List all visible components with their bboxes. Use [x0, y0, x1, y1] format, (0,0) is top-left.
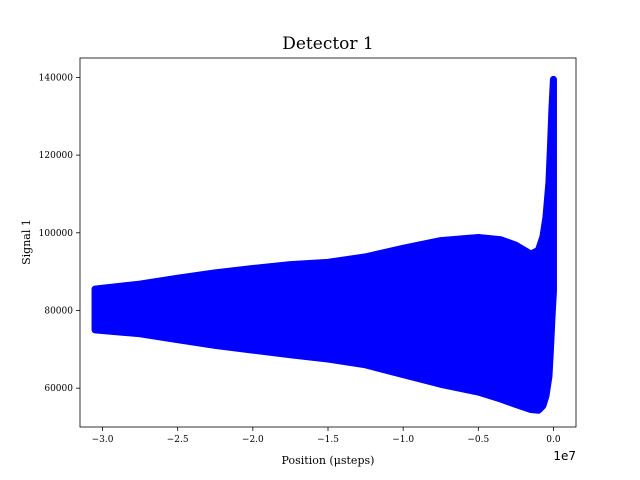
scatter-point — [542, 393, 549, 400]
x-axis: −3.0 −2.5 −2.0 −1.5 −1.0 −0.5 0.0 — [92, 427, 561, 445]
y-axis: 60000 80000 100000 120000 140000 — [39, 73, 80, 394]
x-tick-label: −0.5 — [467, 435, 489, 445]
x-axis-label: Position (μsteps) — [282, 454, 375, 467]
x-tick-label: −2.5 — [167, 435, 189, 445]
x-tick-label: −1.0 — [392, 435, 414, 445]
y-tick-label: 100000 — [39, 229, 74, 239]
scatter-point — [538, 403, 545, 410]
x-tick-label: −2.0 — [242, 435, 264, 445]
y-tick-label: 60000 — [44, 384, 73, 394]
scatter-point — [535, 407, 542, 414]
scatter-point — [535, 247, 542, 254]
scatter-point — [550, 288, 557, 295]
y-axis-label: Signal 1 — [20, 219, 33, 265]
x-offset-label: 1e7 — [553, 449, 576, 463]
x-tick-label: −1.5 — [317, 435, 339, 445]
scatter-point — [542, 215, 549, 222]
x-tick-label: −3.0 — [92, 435, 114, 445]
scatter-point — [546, 361, 553, 368]
x-tick-label: 0.0 — [546, 435, 561, 445]
chart-title: Detector 1 — [282, 34, 374, 54]
y-tick-label: 120000 — [39, 151, 74, 161]
y-tick-label: 80000 — [44, 306, 73, 316]
scatter-point — [546, 163, 553, 170]
y-tick-label: 140000 — [39, 73, 74, 83]
scatter-point — [550, 76, 557, 83]
scatter-point — [538, 236, 545, 243]
plot-area — [91, 75, 557, 414]
